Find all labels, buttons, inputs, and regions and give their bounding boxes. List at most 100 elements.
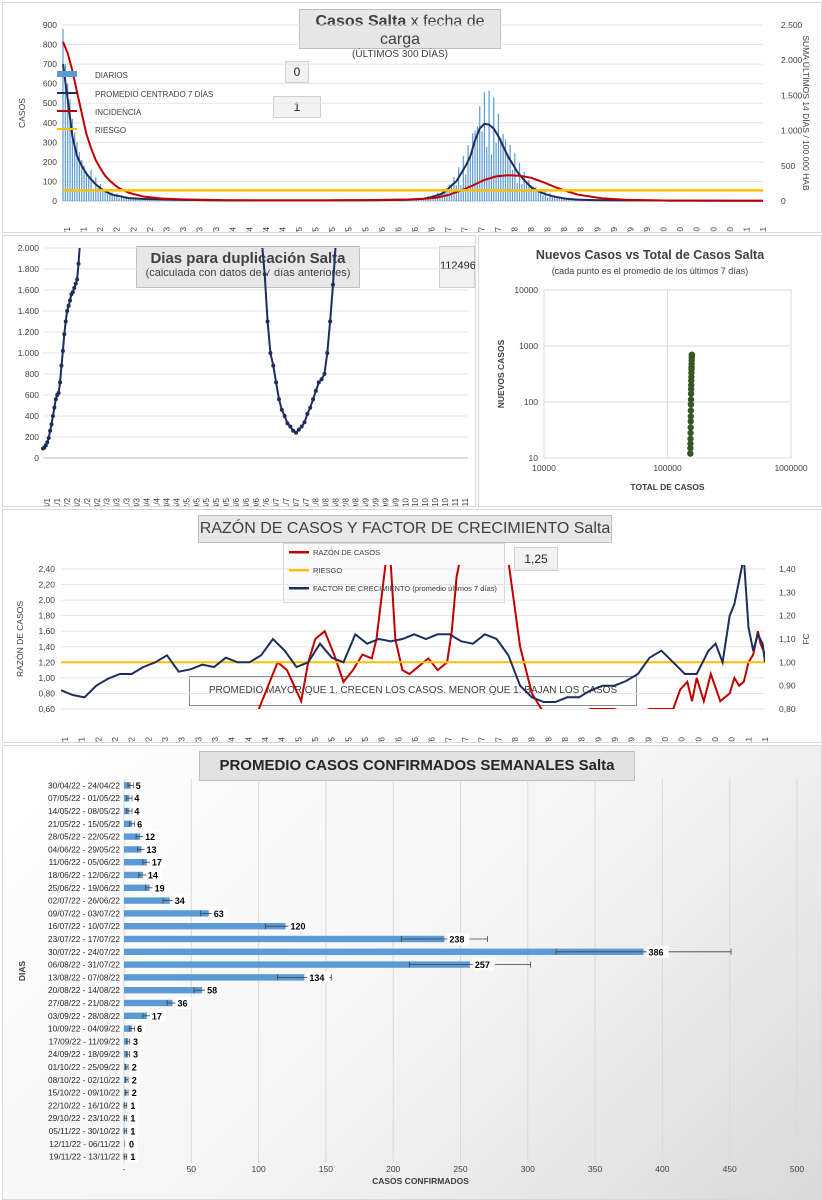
chart-casos-daily-bar	[481, 131, 483, 201]
chart-duplicacion-point	[282, 414, 287, 418]
chart-duplicacion-value-box: 112496	[439, 246, 475, 288]
chart-semanales-data-label-bg	[646, 945, 669, 958]
chart-semanales-bar	[124, 923, 286, 930]
chart-duplicacion-panel: Dias para duplicación Salta (calculada c…	[2, 235, 476, 507]
chart-scatter-point	[688, 381, 695, 389]
chart-razon-x-tick: 7/2	[94, 736, 103, 742]
chart-casos-daily-bar	[434, 197, 436, 201]
chart-semanales-panel: PROMEDIO CASOS CONFIRMADOS SEMANALES Sal…	[2, 745, 822, 1200]
chart-semanales-data-label-bg	[131, 1048, 142, 1061]
chart-casos-daily-bar	[62, 28, 64, 201]
chart-razon-x-tick: 8/8	[528, 736, 537, 742]
chart-semanales-data-label: 120	[291, 922, 306, 932]
chart-casos-subtitle: (ÚLTIMOS 300 DÍAS)	[352, 49, 448, 60]
chart-casos-y2-label: SUMA ÚLTIMOS 14 DÍAS / 100.000 HAB	[801, 35, 811, 191]
chart-casos-x-tick: 2/5	[295, 226, 304, 232]
chart-razon-y2-tick: 1,20	[779, 611, 796, 621]
chart-semanales-data-label-bg	[145, 869, 162, 881]
chart-duplicacion-point	[302, 420, 307, 425]
chart-scatter-point	[687, 440, 694, 447]
chart-semanales-data-label: 3	[133, 1050, 138, 1060]
chart-semanales-category-label: 02/07/22 - 26/06/22	[48, 896, 120, 906]
chart-duplicacion-y-tick: 800	[25, 369, 39, 379]
chart-semanales-data-label-bg	[127, 1137, 137, 1150]
chart-semanales-data-label-bg	[149, 1009, 166, 1022]
chart-razon-y-label: RAZÓN DE CASOS	[15, 601, 25, 677]
chart-semanales-data-label-bg	[211, 907, 228, 920]
chart-duplicacion-svg: 0 200 400 600 800 1.000 1.200 1.400 1.600 1.800 2.…	[18, 243, 470, 506]
chart-casos-x-tick: 3/10	[660, 226, 669, 232]
chart-semanales-x-tick: 200	[386, 1164, 400, 1174]
chart-scatter-point	[687, 429, 694, 437]
chart-casos-x-tick: 1/8	[510, 226, 519, 232]
chart-semanales-data-label-bg	[149, 856, 166, 869]
chart-duplicacion-point	[294, 430, 299, 435]
chart-razon-series-line	[61, 565, 765, 703]
chart-semanales-category-label: 15/10/22 - 09/10/22	[48, 1088, 120, 1098]
chart-semanales-category-label: 29/10/22 - 23/10/22	[48, 1113, 120, 1123]
chart-razon-x-tick: 21/2	[128, 736, 137, 742]
chart-duplicacion-x-tick: 19/9	[381, 497, 390, 506]
chart-semanales-x-tick: 250	[453, 1164, 467, 1174]
chart-duplicacion-point	[50, 414, 55, 418]
chart-razon-x-tick: 4/7	[444, 736, 453, 742]
chart-casos-daily-bar	[83, 165, 85, 201]
chart-scatter-y-tick: 10	[529, 453, 539, 463]
chart-razon-annotation: PROMEDIO MAYOR QUE 1, CRECEN LOS CASOS, …	[208, 685, 618, 696]
chart-casos-daily-bar	[483, 92, 486, 201]
chart-semanales-data-label: 0	[129, 1139, 134, 1149]
chart-duplicacion-point	[59, 363, 64, 368]
chart-duplicacion-x-tick: 8/8	[322, 497, 331, 506]
chart-razon-x-tick: 27/6	[428, 736, 437, 742]
chart-duplicacion-point	[316, 380, 321, 385]
chart-casos-y2-tick: 1.500	[781, 90, 803, 100]
chart-duplicacion-x-tick: 7/3	[103, 497, 112, 506]
chart-semanales-title: PROMEDIO CASOS CONFIRMADOS SEMANALES Sal…	[219, 757, 615, 774]
chart-casos-x-tick: 14/3	[179, 226, 188, 232]
chart-semanales-bar	[124, 1012, 147, 1019]
chart-semanales-category-label: 19/11/22 - 13/11/22	[49, 1152, 120, 1162]
chart-semanales-category-label: 22/10/22 - 16/10/22	[48, 1100, 120, 1110]
chart-semanales-category-label: 25/06/22 - 19/06/22	[48, 883, 120, 893]
chart-semanales-data-label: 14	[148, 871, 158, 881]
chart-casos-daily-bar	[547, 197, 549, 201]
chart-semanales-data-label-bg	[129, 1086, 140, 1099]
chart-semanales-data-label-bg	[132, 805, 143, 817]
chart-duplicacion-x-tick: 23/5	[212, 497, 221, 506]
chart-duplicacion-y-tick: 0	[34, 453, 39, 463]
chart-casos-daily-bar	[85, 171, 88, 201]
chart-razon-title: RAZÓN DE CASOS Y FACTOR DE CRECIMIENTO S…	[199, 520, 611, 537]
chart-casos-daily-bar	[99, 183, 102, 201]
chart-casos-daily-bar	[81, 159, 83, 201]
chart-casos-x-tick: 26/9	[643, 226, 652, 232]
chart-casos-y2-tick: 0	[781, 196, 786, 206]
chart-duplicacion-point	[62, 332, 67, 337]
chart-casos-daily-bar	[74, 132, 76, 201]
chart-semanales-data-label-bg	[205, 984, 222, 997]
chart-semanales-category-label: 04/06/22 - 29/05/22	[48, 844, 120, 854]
chart-razon-x-tick: 24/10	[711, 736, 720, 742]
chart-semanales-data-label-bg	[135, 1022, 146, 1035]
chart-duplicacion-x-tick: 20/6	[252, 497, 261, 506]
chart-casos-x-tick: 10/10	[676, 226, 685, 232]
chart-semanales-category-label: 17/09/22 - 11/09/22	[49, 1036, 121, 1046]
chart-duplicacion-x-tick: 3/10	[401, 497, 410, 506]
chart-duplicacion-x-tick: 27/6	[262, 497, 271, 506]
chart-semanales-data-label: 12	[145, 832, 155, 842]
chart-duplicacion-x-tick: 14/3	[113, 497, 122, 506]
chart-semanales-category-label: 06/08/22 - 31/07/22	[48, 960, 120, 970]
chart-duplicacion-x-tick: 21/2	[83, 497, 92, 506]
chart-semanales-bar	[124, 1025, 133, 1032]
chart-razon-x-tick: 1/8	[511, 736, 520, 742]
chart-razon-y2-label: FC	[801, 633, 811, 644]
chart-casos-x-tick: 31/1	[80, 226, 89, 232]
chart-razon-x-tick: 3/10	[661, 736, 670, 742]
chart-razon-x-tick: 29/8	[578, 736, 587, 742]
chart-duplicacion-point	[45, 440, 50, 445]
chart-razon-y-tick: 1,40	[38, 642, 55, 652]
chart-casos-y-tick: 0	[52, 196, 57, 206]
chart-casos-x-tick: 17/10	[693, 226, 702, 232]
chart-duplicacion-x-tick: 7/11	[451, 497, 460, 506]
chart-casos-x-tick: 13/6	[394, 226, 403, 232]
chart-semanales-category-label: 18/06/22 - 12/06/22	[48, 870, 120, 880]
